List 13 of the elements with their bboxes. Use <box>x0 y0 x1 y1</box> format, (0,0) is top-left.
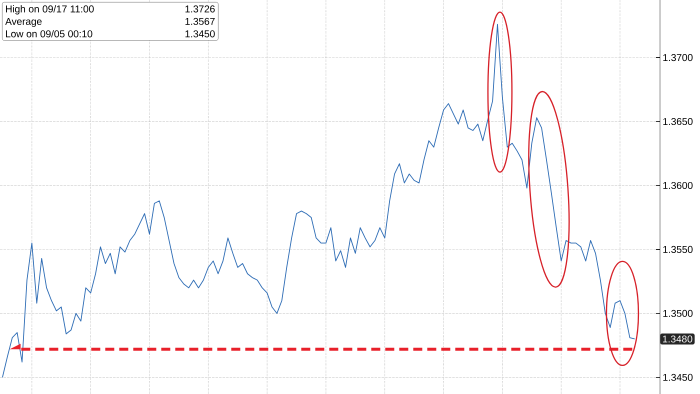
y-tick-label: 1.3450 <box>663 374 693 381</box>
annotation: 1.3567 <box>185 18 215 25</box>
y-tick-label: 1.3550 <box>663 246 693 253</box>
annotation: 1.3726 <box>185 5 215 12</box>
y-tick-label: 1.3650 <box>663 118 693 126</box>
y-tick-label: 1.3500 <box>663 310 693 317</box>
y-tick-label: 1.3600 <box>663 182 693 190</box>
annotation: High on 09/17 11:00 <box>6 5 94 14</box>
annotation: Average <box>5 18 42 27</box>
y-tick-label: 1.3700 <box>663 54 693 62</box>
annotation: Low on 09/05 00:10 <box>6 30 92 38</box>
text: 1.3480 <box>662 335 692 343</box>
annotation: 1.3450 <box>185 30 215 38</box>
